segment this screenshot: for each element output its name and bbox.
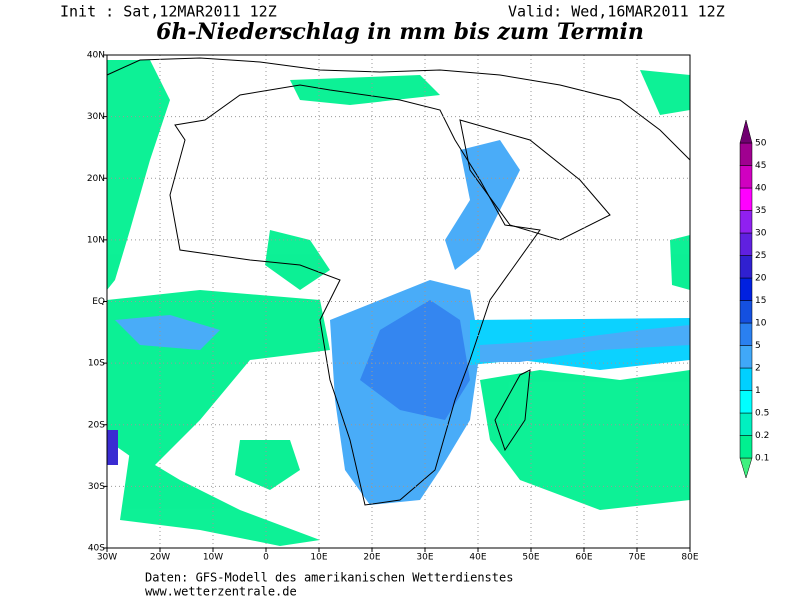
colorbar-label: 1 [755, 386, 761, 396]
precip-area [290, 75, 440, 105]
colorbar-label: 15 [755, 296, 766, 306]
footer-source: Daten: GFS-Modell des amerikanischen Wet… [145, 571, 513, 585]
lon-label: 50E [522, 553, 539, 563]
precip-area [640, 70, 690, 115]
lon-label: 20E [363, 553, 380, 563]
lon-label: 40E [469, 553, 486, 563]
lat-label: 30S [88, 482, 105, 492]
valid-time: Valid: Wed,16MAR2011 12Z [508, 3, 725, 21]
precip-area [445, 140, 520, 270]
lon-label: 80E [681, 553, 698, 563]
colorbar-label: 0.5 [755, 409, 769, 419]
colorbar-band [739, 435, 753, 459]
title: 6h-Niederschlag in mm bis zum Termin [156, 19, 644, 45]
lat-label: 10N [87, 235, 105, 245]
lat-label: 20S [88, 420, 105, 430]
lon-label: 20W [150, 553, 170, 563]
lon-label: 60E [575, 553, 592, 563]
colorbar-label: 45 [755, 161, 766, 171]
colorbar-label: 5 [755, 341, 761, 351]
colorbar-band [739, 345, 753, 369]
map [106, 54, 691, 549]
coastline-arabia [459, 119, 611, 241]
precip-area [107, 430, 118, 465]
coastline-madagascar [494, 369, 531, 452]
colorbar-band [739, 142, 753, 166]
lon-label: 10E [310, 553, 327, 563]
lon-label: 30W [97, 553, 117, 563]
lon-label: 0 [263, 553, 269, 563]
colorbar-label: 50 [755, 139, 767, 149]
colorbar-band [739, 367, 753, 391]
precip-area [115, 315, 220, 350]
colorbar-band [739, 390, 753, 414]
colorbar-band [739, 322, 753, 346]
colorbar-label: 40 [755, 184, 767, 194]
colorbar-arrow-high [739, 119, 753, 144]
coastline-africa [169, 84, 541, 506]
precip-area [480, 325, 690, 362]
footer-url: www.wetterzentrale.de [145, 585, 297, 599]
lon-label: 70E [628, 553, 645, 563]
lat-label: 40S [88, 544, 105, 554]
colorbar-label: 30 [755, 229, 767, 239]
colorbar-band [739, 210, 753, 234]
precip-area [235, 440, 300, 490]
colorbar-label: 25 [755, 251, 766, 261]
lat-label: EQ [92, 297, 105, 307]
lon-label: 30E [416, 553, 433, 563]
colorbar-band [739, 300, 753, 324]
precip-area [670, 235, 690, 290]
lat-label: 30N [87, 112, 105, 122]
colorbar-label: 35 [755, 206, 766, 216]
colorbar-label: 20 [755, 274, 767, 284]
coastline-north [106, 57, 691, 161]
colorbar-label: 10 [755, 319, 767, 329]
lon-label: 10W [203, 553, 223, 563]
colorbar-label: 0.1 [755, 454, 769, 464]
lat-label: 40N [87, 51, 105, 61]
init-time: Init : Sat,12MAR2011 12Z [60, 3, 277, 21]
colorbar-band [739, 232, 753, 256]
colorbar-arrow-low [739, 457, 753, 479]
colorbar-band [739, 255, 753, 279]
coastlines [106, 57, 691, 506]
colorbar-band [739, 165, 753, 189]
colorbar-band [739, 277, 753, 301]
colorbar-band [739, 187, 753, 211]
lat-label: 10S [88, 359, 105, 369]
colorbar-label: 2 [755, 364, 761, 374]
colorbar-label: 0.2 [755, 431, 769, 441]
precip-area [360, 300, 470, 420]
precip-area [107, 60, 170, 290]
colorbar-band [739, 412, 753, 436]
precip-area [120, 450, 320, 546]
precip-area [265, 230, 330, 290]
lat-label: 20N [87, 174, 105, 184]
